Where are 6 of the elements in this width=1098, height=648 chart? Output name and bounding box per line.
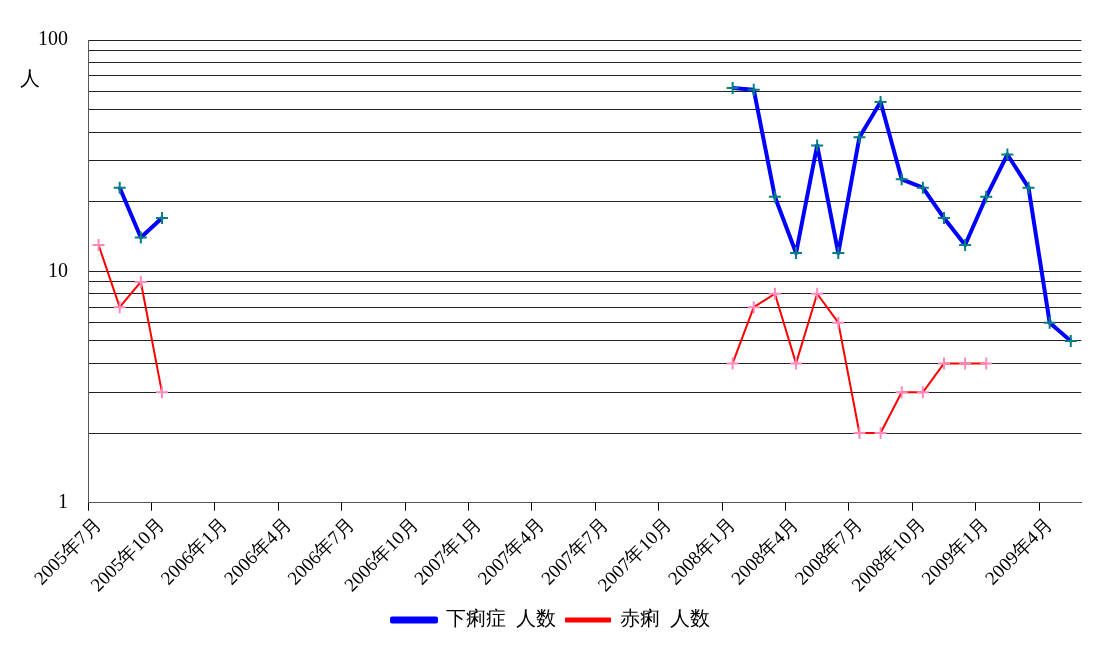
y-tick-label: 10 (48, 258, 68, 281)
legend-label: 赤痢 人数 (620, 607, 710, 630)
legend-label: 下痢症 人数 (446, 607, 556, 630)
y-tick-label: 1 (58, 489, 68, 512)
y-axis-title: 人 (20, 67, 40, 90)
y-tick-label: 100 (38, 27, 68, 50)
